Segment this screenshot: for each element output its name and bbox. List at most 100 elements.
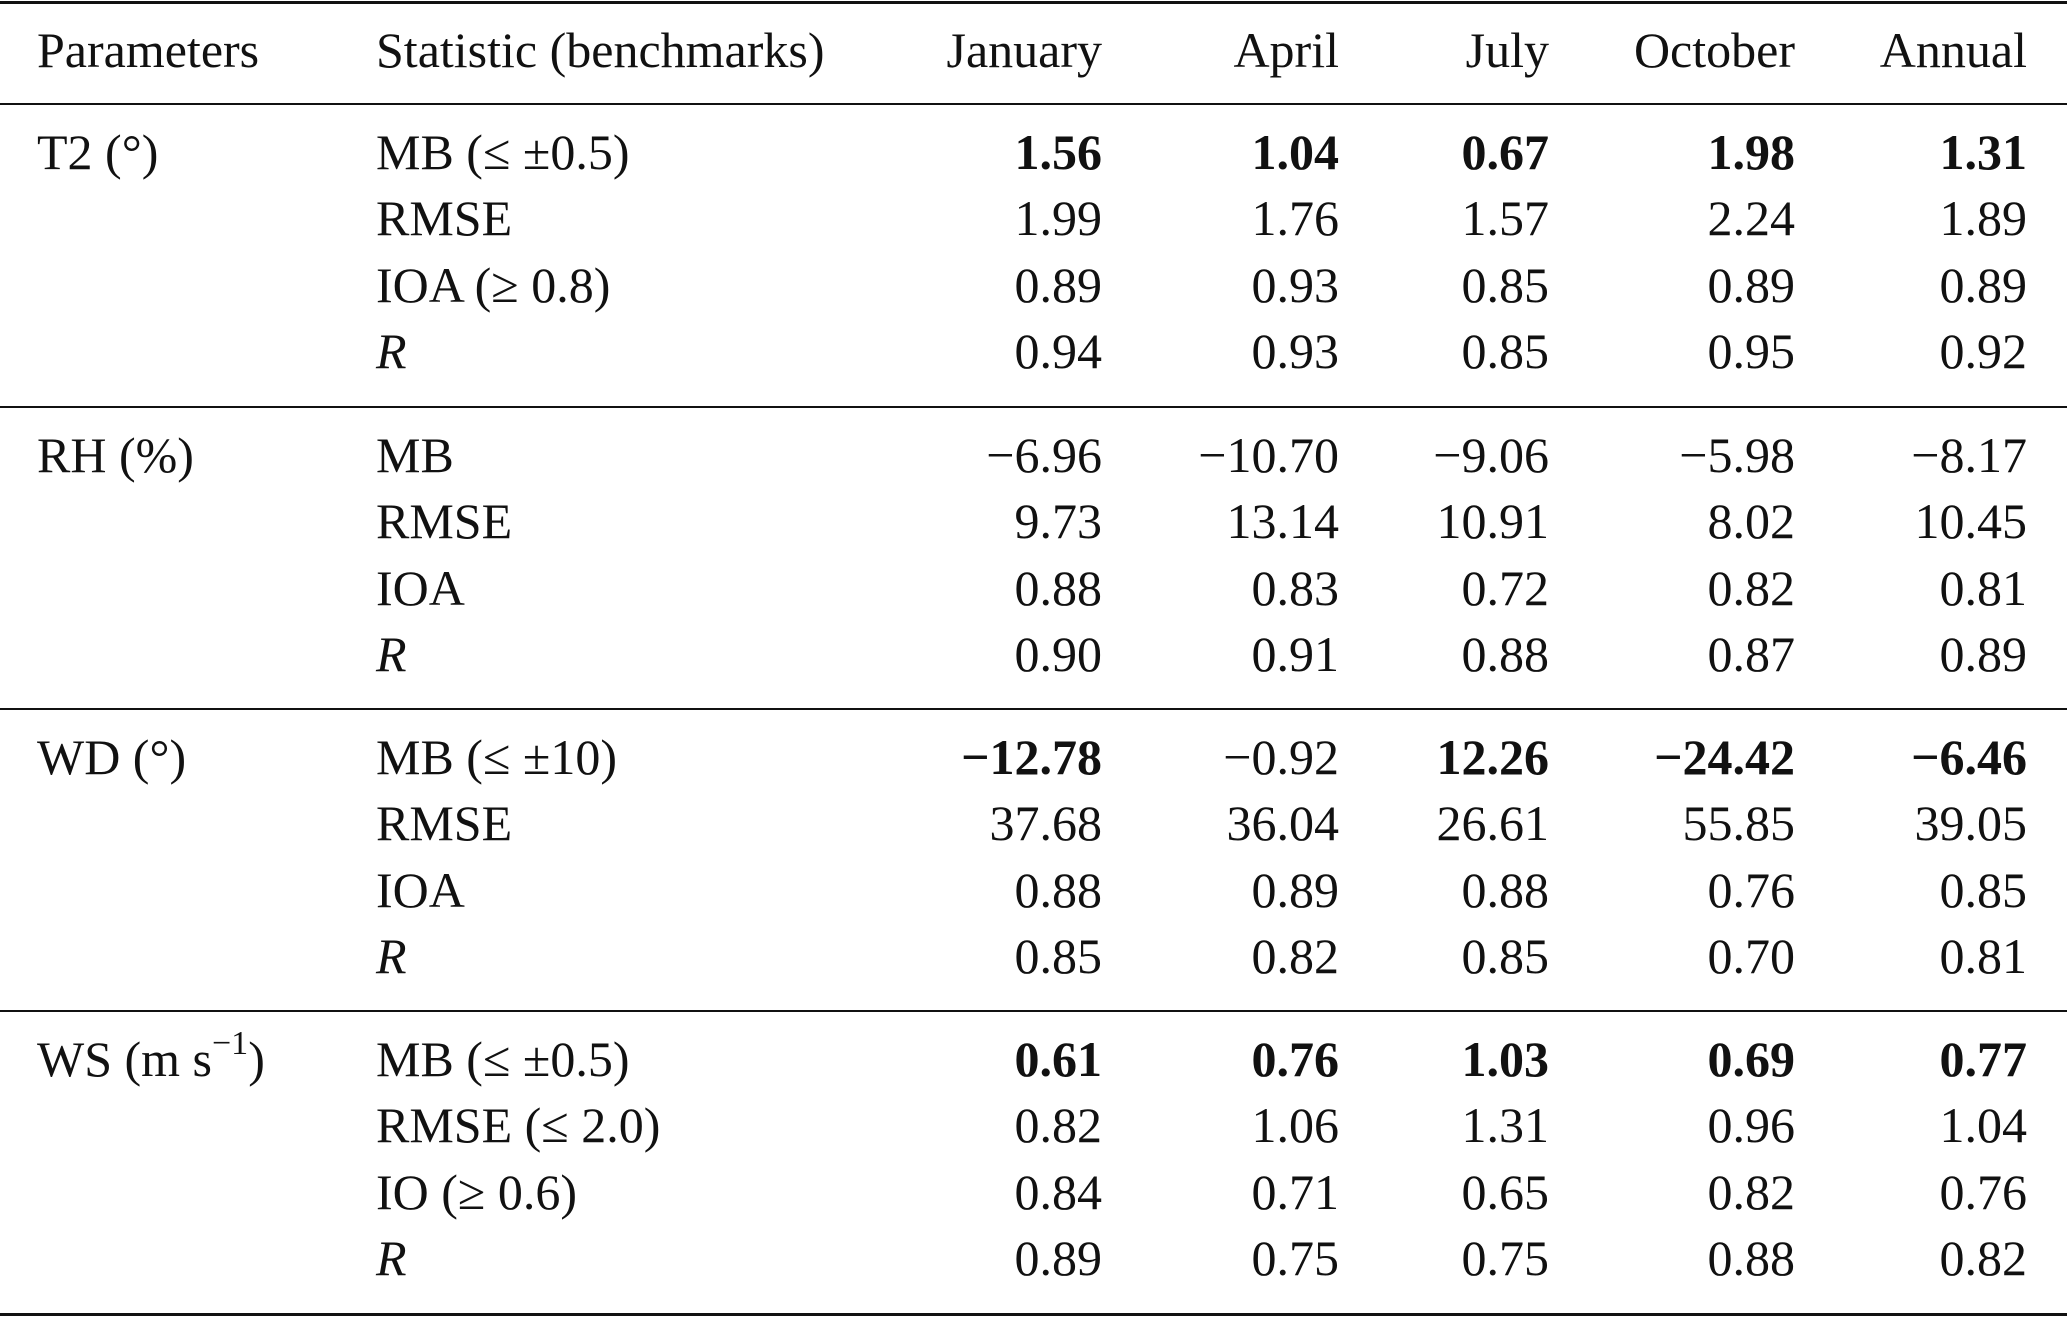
value-cell: 0.85 [1461,927,1550,984]
value-cell: 12.26 [1436,729,1550,785]
value-cell: 0.77 [1939,1031,2028,1087]
column-header: January [946,22,1103,78]
column-header: July [1465,22,1549,78]
value-cell: 1.76 [1251,190,1340,247]
value-cell: 1.56 [1014,124,1103,180]
value-cell: 0.69 [1707,1031,1796,1087]
value-cell: 0.85 [1014,927,1103,984]
parameter-text: RH (%) [37,427,194,483]
parameter-name: WS (m s−1) [37,1027,265,1089]
parameter-text: WD (°) [37,729,187,785]
statistic: RMSE [376,493,513,550]
value-cell: 0.67 [1461,124,1550,180]
statistic: MB [376,427,454,483]
parameter-text: −1 [212,1025,249,1063]
statistic: MB (≤ ±0.5) [376,124,630,180]
value-cell: 1.98 [1707,124,1796,180]
value-cell: 0.82 [1251,927,1340,984]
value-cell: 0.81 [1939,559,2028,616]
value-cell: 0.85 [1461,322,1550,379]
value-cell: 1.04 [1251,124,1340,180]
value-cell: 0.61 [1014,1031,1103,1087]
statistic: IOA (≥ 0.8) [376,256,611,313]
parameter-name: T2 (°) [37,122,158,182]
statistic: IO (≥ 0.6) [376,1163,578,1220]
value-cell: −9.06 [1433,427,1549,483]
value-cell: 1.04 [1939,1097,2028,1154]
value-cell: 0.89 [1939,256,2028,313]
value-cell: 26.61 [1436,795,1550,852]
value-cell: 0.91 [1251,625,1340,682]
value-cell: −12.78 [961,729,1102,785]
value-cell: 0.89 [1707,256,1796,313]
value-cell: 1.89 [1939,190,2028,247]
value-cell: 0.89 [1014,1229,1103,1286]
value-cell: 0.83 [1251,559,1340,616]
column-header: Parameters [37,22,260,78]
value-cell: 0.94 [1014,322,1103,379]
value-cell: 0.88 [1014,861,1103,918]
value-cell: 10.45 [1914,493,2028,550]
value-cell: 0.88 [1014,559,1103,616]
value-cell: 0.82 [1707,559,1796,616]
value-cell: 0.90 [1014,625,1103,682]
value-cell: 0.65 [1461,1163,1550,1220]
value-cell: 13.14 [1226,493,1340,550]
value-cell: 0.89 [1939,625,2028,682]
value-cell: 0.89 [1251,861,1340,918]
parameter-text: T2 (°) [37,124,159,180]
value-cell: 1.06 [1251,1097,1340,1154]
rule-line [0,1010,2067,1012]
value-cell: 1.31 [1939,124,2028,180]
value-cell: 0.87 [1707,625,1796,682]
value-cell: 0.96 [1707,1097,1796,1154]
value-cell: −10.70 [1198,427,1339,483]
value-cell: −5.98 [1679,427,1795,483]
value-cell: 0.75 [1461,1229,1550,1286]
value-cell: 2.24 [1707,190,1796,247]
value-cell: 0.76 [1939,1163,2028,1220]
column-header: October [1633,22,1795,78]
column-header: Annual [1879,22,2027,78]
value-cell: 1.57 [1461,190,1550,247]
value-cell: −6.96 [986,427,1102,483]
value-cell: 0.92 [1939,322,2028,379]
value-cell: 0.88 [1461,625,1550,682]
statistic: R [376,322,407,379]
value-cell: 0.75 [1251,1229,1340,1286]
value-cell: 0.72 [1461,559,1550,616]
value-cell: 0.71 [1251,1163,1340,1220]
value-cell: 0.81 [1939,927,2028,984]
value-cell: −6.46 [1911,729,2027,785]
value-cell: 0.84 [1014,1163,1103,1220]
value-cell: 0.85 [1461,256,1550,313]
statistic: R [376,625,407,682]
rule-line [0,1313,2067,1316]
value-cell: 36.04 [1226,795,1340,852]
parameter-name: RH (%) [37,425,194,485]
value-cell: 0.76 [1707,861,1796,918]
value-cell: −8.17 [1911,427,2027,483]
value-cell: 37.68 [989,795,1103,852]
value-cell: 1.03 [1461,1031,1550,1087]
statistic: RMSE [376,190,513,247]
value-cell: −0.92 [1223,729,1339,785]
value-cell: 0.85 [1939,861,2028,918]
value-cell: −24.42 [1654,729,1795,785]
value-cell: 1.99 [1014,190,1103,247]
value-cell: 0.89 [1014,256,1103,313]
value-cell: 0.95 [1707,322,1796,379]
value-cell: 0.88 [1707,1229,1796,1286]
statistic: IOA [376,559,465,616]
statistic: RMSE (≤ 2.0) [376,1097,661,1154]
value-cell: 55.85 [1682,795,1796,852]
value-cell: 0.82 [1014,1097,1103,1154]
statistic: R [376,927,407,984]
value-cell: 0.88 [1461,861,1550,918]
value-cell: 8.02 [1707,493,1796,550]
parameter-text: ) [248,1031,265,1087]
value-cell: 0.93 [1251,322,1340,379]
rule-line [0,1,2067,4]
value-cell: 0.70 [1707,927,1796,984]
